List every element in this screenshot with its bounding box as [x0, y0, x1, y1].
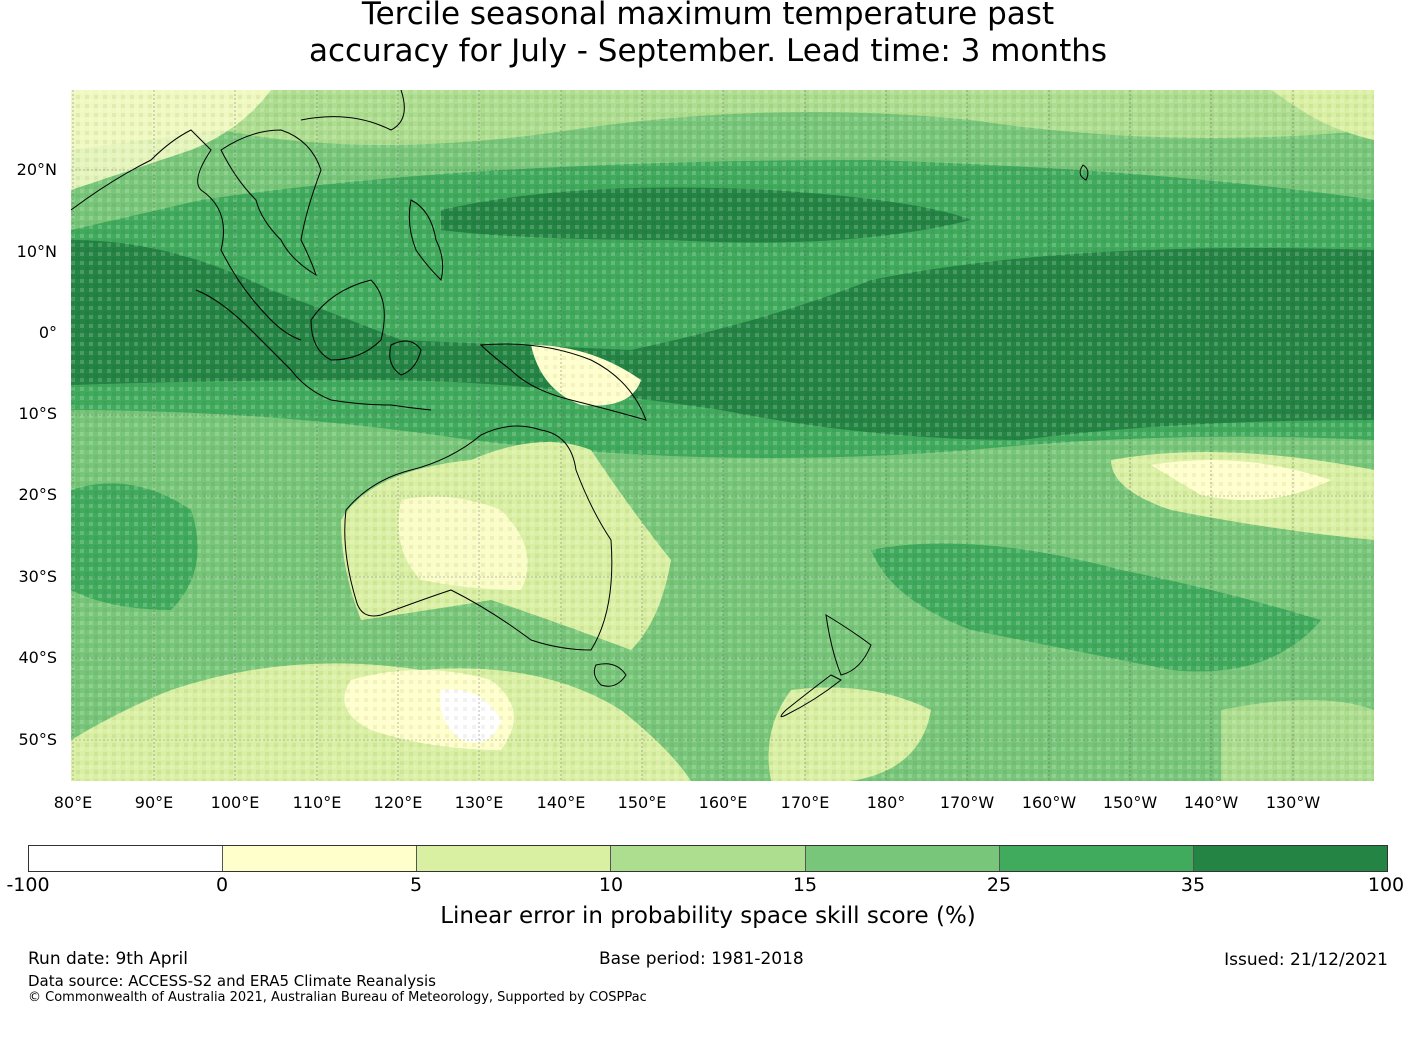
issued-date: Issued: 21/12/2021 — [1224, 950, 1388, 970]
coast-sulawesi — [389, 340, 422, 376]
lon-label-180: 180° — [866, 793, 906, 812]
map-canvas — [71, 90, 1374, 781]
colorbar-segment-5 — [805, 846, 1000, 871]
lon-label-140w: 140°W — [1183, 793, 1239, 812]
lat-label-40s: 40°S — [18, 648, 57, 667]
lat-label-50s: 50°S — [18, 730, 57, 749]
colorbar-tick-15: 15 — [792, 874, 818, 896]
run-date: Run date: 9th April — [28, 949, 188, 969]
coast-nz-south — [780, 674, 842, 718]
lon-label-150e: 150°E — [617, 793, 667, 812]
lat-label-20s: 20°S — [18, 485, 57, 504]
lat-label-30s: 30°S — [18, 567, 57, 586]
lon-label-150w: 150°W — [1102, 793, 1158, 812]
coast-australia — [344, 425, 613, 651]
graticule — [71, 90, 1374, 781]
coast-south-asia — [71, 129, 302, 341]
coast-china — [300, 90, 405, 131]
lat-label-20n: 20°N — [16, 160, 57, 179]
lon-label-170e: 170°E — [780, 793, 830, 812]
skill-score-map — [71, 90, 1374, 781]
colorbar-tick-25: 25 — [986, 874, 1012, 896]
data-source: Data source: ACCESS-S2 and ERA5 Climate … — [28, 972, 436, 990]
lon-label-130e: 130°E — [454, 793, 504, 812]
title-line-2: accuracy for July - September. Lead time… — [308, 33, 1108, 69]
colorbar-label: Linear error in probability space skill … — [440, 903, 976, 929]
colorbar-tick-35: 35 — [1180, 874, 1206, 896]
coast-indochina — [220, 129, 322, 277]
coast-nz-north — [825, 614, 872, 676]
colorbar-tick-10: 10 — [598, 874, 624, 896]
coast-philippines — [408, 199, 444, 281]
lon-label-100e: 100°E — [210, 793, 260, 812]
title-line-1: Tercile seasonal maximum temperature pas… — [361, 0, 1055, 32]
colorbar-tick-0: 0 — [215, 874, 229, 896]
colorbar-segment-7 — [1193, 846, 1387, 871]
lon-label-140e: 140°E — [536, 793, 586, 812]
lon-label-130w: 130°W — [1265, 793, 1321, 812]
lon-label-160w: 160°W — [1021, 793, 1077, 812]
colorbar-segment-4 — [611, 846, 806, 871]
colorbar-segment-1 — [29, 846, 224, 871]
lat-label-10s: 10°S — [18, 404, 57, 423]
coast-tasmania — [593, 663, 627, 687]
colorbar-tick-5: 5 — [409, 874, 423, 896]
lon-label-120e: 120°E — [373, 793, 423, 812]
grid-texture — [71, 90, 1374, 781]
colorbar-segment-3 — [417, 846, 612, 871]
lon-label-170w: 170°W — [939, 793, 995, 812]
colorbar-tick-100: 100 — [1367, 874, 1405, 896]
lon-label-90e: 90°E — [134, 793, 174, 812]
coastlines — [71, 90, 1089, 718]
colorbar-tick-minus-100: -100 — [6, 874, 50, 896]
base-period: Base period: 1981-2018 — [599, 949, 804, 969]
map-title: Tercile seasonal maximum temperature pas… — [0, 0, 1416, 70]
colorbar-segment-2 — [223, 846, 418, 871]
coast-new-guinea — [479, 343, 647, 421]
coast-hawaii — [1079, 164, 1089, 181]
copyright: © Commonwealth of Australia 2021, Austra… — [28, 990, 647, 1005]
lat-label-0: 0° — [38, 323, 57, 342]
lon-label-80e: 80°E — [53, 793, 93, 812]
colorbar-segment-6 — [999, 846, 1194, 871]
lon-label-160e: 160°E — [698, 793, 748, 812]
colorbar — [28, 845, 1388, 872]
lat-label-10n: 10°N — [16, 242, 57, 261]
coast-borneo — [310, 279, 385, 361]
coast-sumatra-java — [195, 289, 432, 411]
lon-label-110e: 110°E — [292, 793, 342, 812]
